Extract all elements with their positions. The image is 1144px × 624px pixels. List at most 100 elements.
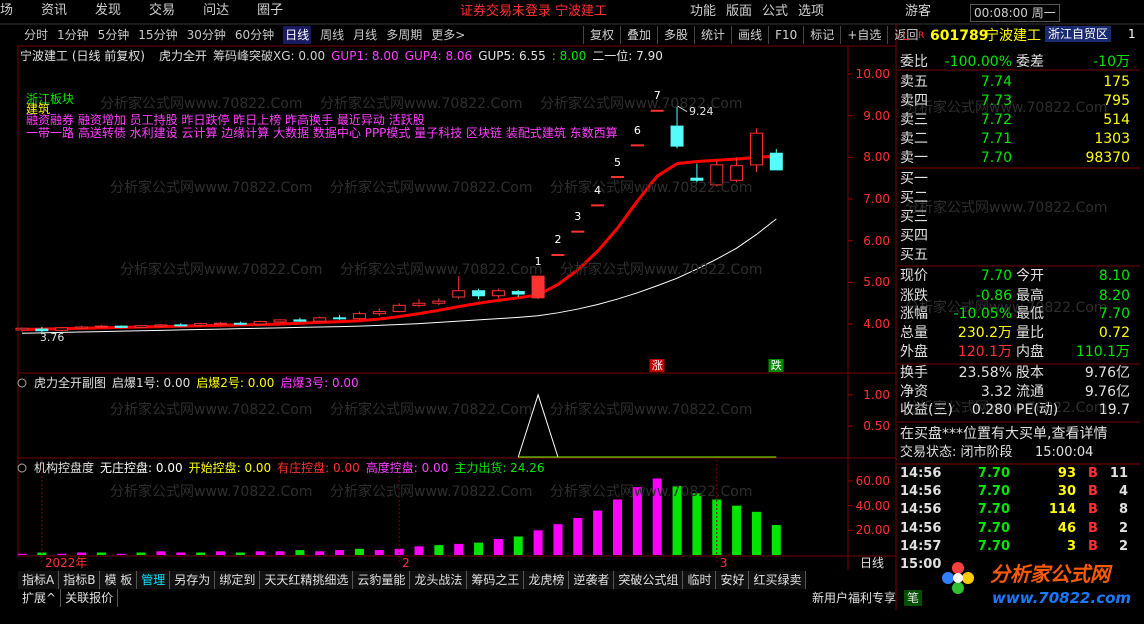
- tool-button[interactable]: F10: [768, 26, 803, 44]
- tool-button[interactable]: 多股: [657, 26, 694, 44]
- indicator-tab[interactable]: 龙虎榜: [524, 571, 570, 589]
- period-tab[interactable]: 日线: [283, 26, 312, 44]
- indicator-tab[interactable]: 天天红精挑细选: [260, 571, 354, 589]
- tool-button[interactable]: 画线: [731, 26, 768, 44]
- menu-item[interactable]: 发现: [95, 3, 122, 18]
- quote-cell: 卖五: [900, 74, 928, 90]
- indicator-tab[interactable]: 龙头战法: [410, 571, 468, 589]
- chart-header: 宁波建工 (日线 前复权) 虎力全开 筹码峰突破XG: 0.00 GUP1: 8.00…: [20, 47, 663, 65]
- trade-cell: 3: [1066, 538, 1076, 554]
- indicator-tab[interactable]: 安好: [716, 571, 750, 589]
- indicator-tab[interactable]: 筹码之王: [467, 571, 525, 589]
- menu-item[interactable]: 资讯: [41, 3, 68, 18]
- limit-up-count: 1: [534, 255, 542, 269]
- y-tick-label: 8.00: [863, 150, 890, 165]
- indicator-tab[interactable]: 绑定到: [215, 571, 261, 589]
- period-tab[interactable]: 月线: [353, 28, 378, 42]
- trade-cell: 7.70: [977, 502, 1010, 518]
- panel-icon: [17, 463, 27, 473]
- menu-item[interactable]: 功能: [690, 4, 717, 19]
- candle-body: [55, 327, 69, 331]
- indicator-tab[interactable]: 另存为: [170, 571, 216, 589]
- bar: [632, 487, 642, 555]
- menu-item[interactable]: 场: [0, 3, 14, 18]
- quote-cell: 9.76亿: [1084, 384, 1130, 400]
- trade-cell: 46: [1057, 520, 1076, 536]
- sub2-item: 无庄控盘: 0.00: [100, 461, 183, 475]
- indicator-tab[interactable]: 指标B: [59, 571, 101, 589]
- period-tab[interactable]: 1分钟: [57, 28, 89, 42]
- tool-button[interactable]: 复权: [583, 26, 620, 44]
- footer-item[interactable]: 关联报价: [61, 589, 119, 607]
- indicator-tab[interactable]: 管理: [137, 571, 171, 589]
- bar: [454, 543, 464, 555]
- bar: [235, 552, 245, 555]
- sub2-item: 有庄控盘: 0.00: [277, 461, 360, 475]
- quote-status: 交易状态: 闭市阶段: [900, 445, 1013, 460]
- trade-cell: 7.70: [977, 520, 1010, 536]
- watermark: 分析家公式网www.70822.Com: [905, 200, 1108, 216]
- menu-item[interactable]: 圈子: [257, 3, 284, 18]
- watermark: 分析家公式网www.70822.Com: [340, 262, 543, 278]
- indicator-tab[interactable]: 逆袭者: [569, 571, 615, 589]
- menu-item[interactable]: 公式: [762, 4, 789, 19]
- bar: [275, 551, 285, 555]
- tool-button[interactable]: 叠加: [620, 26, 657, 44]
- tool-button[interactable]: 标记: [803, 26, 840, 44]
- quote-cell: PE(动): [1016, 402, 1059, 418]
- trade-cell: 114: [1048, 502, 1076, 518]
- period-tab[interactable]: 5分钟: [97, 28, 130, 42]
- candle-body: [392, 304, 406, 313]
- sub1-item: 启爆3号: 0.00: [280, 376, 359, 390]
- candle-body: [35, 328, 49, 332]
- quote-cell: 7.72: [980, 112, 1012, 128]
- trade-cell: 14:56: [900, 502, 942, 518]
- industry: 建筑: [26, 102, 51, 116]
- candle-body: [293, 319, 307, 322]
- quote-flag: L: [902, 29, 909, 43]
- quote-cell: 卖一: [900, 150, 928, 166]
- candle-body: [749, 132, 763, 166]
- quote-cell: 7.71: [980, 131, 1012, 147]
- quote-cell: 卖四: [900, 93, 928, 109]
- period-tab[interactable]: 60分钟: [234, 28, 275, 42]
- period-tab[interactable]: 15分钟: [138, 28, 178, 42]
- watermark: 分析家公式网www.70822.Com: [110, 402, 313, 418]
- quote-cell: 7.73: [980, 93, 1012, 109]
- trade-cell: B: [1088, 466, 1098, 481]
- tool-button[interactable]: 返回: [887, 26, 924, 44]
- footer-item[interactable]: 扩展^: [18, 589, 62, 607]
- period-tab[interactable]: 更多>: [431, 28, 466, 42]
- trade-cell: 15:00: [900, 557, 942, 572]
- indicator-tab[interactable]: 红买绿卖: [749, 571, 807, 589]
- menu-item[interactable]: 问达: [203, 3, 230, 18]
- bar: [533, 530, 543, 555]
- quote-cell: 0.280: [971, 402, 1012, 418]
- bar: [176, 552, 186, 555]
- x-tick-label: 2: [402, 556, 410, 570]
- menu-item[interactable]: 版面: [726, 4, 753, 19]
- quote-flag: R: [918, 31, 925, 41]
- tool-button[interactable]: +自选: [840, 26, 887, 44]
- period-tab[interactable]: 周线: [320, 28, 345, 42]
- indicator-tab[interactable]: 云豹量能: [353, 571, 411, 589]
- candle-body: [313, 317, 327, 322]
- bar: [136, 552, 146, 555]
- menu-item[interactable]: 选项: [798, 4, 825, 19]
- sub2-header: 机构控盘度 无庄控盘: 0.00 开始控盘: 0.00 有庄控盘: 0.00 高度控盘:…: [20, 459, 545, 477]
- period-tab[interactable]: 30分钟: [186, 28, 226, 42]
- quote-cell: 换手: [900, 365, 928, 381]
- tool-button[interactable]: 统计: [694, 26, 731, 44]
- indicator-tab[interactable]: 突破公式组: [614, 571, 684, 589]
- indicator-tab[interactable]: 临时: [683, 571, 717, 589]
- limit-up-count: 3: [574, 210, 582, 224]
- candle-body: [333, 317, 347, 320]
- candle-body: [670, 125, 684, 147]
- candle-body: [591, 204, 605, 207]
- candle-body: [491, 290, 505, 297]
- indicator-tab[interactable]: 指标A: [18, 571, 60, 589]
- period-tab[interactable]: 多周期: [386, 28, 423, 42]
- period-tab[interactable]: 分时: [24, 28, 49, 42]
- indicator-tab[interactable]: 模 板: [100, 571, 138, 589]
- menu-item[interactable]: 交易: [149, 3, 176, 18]
